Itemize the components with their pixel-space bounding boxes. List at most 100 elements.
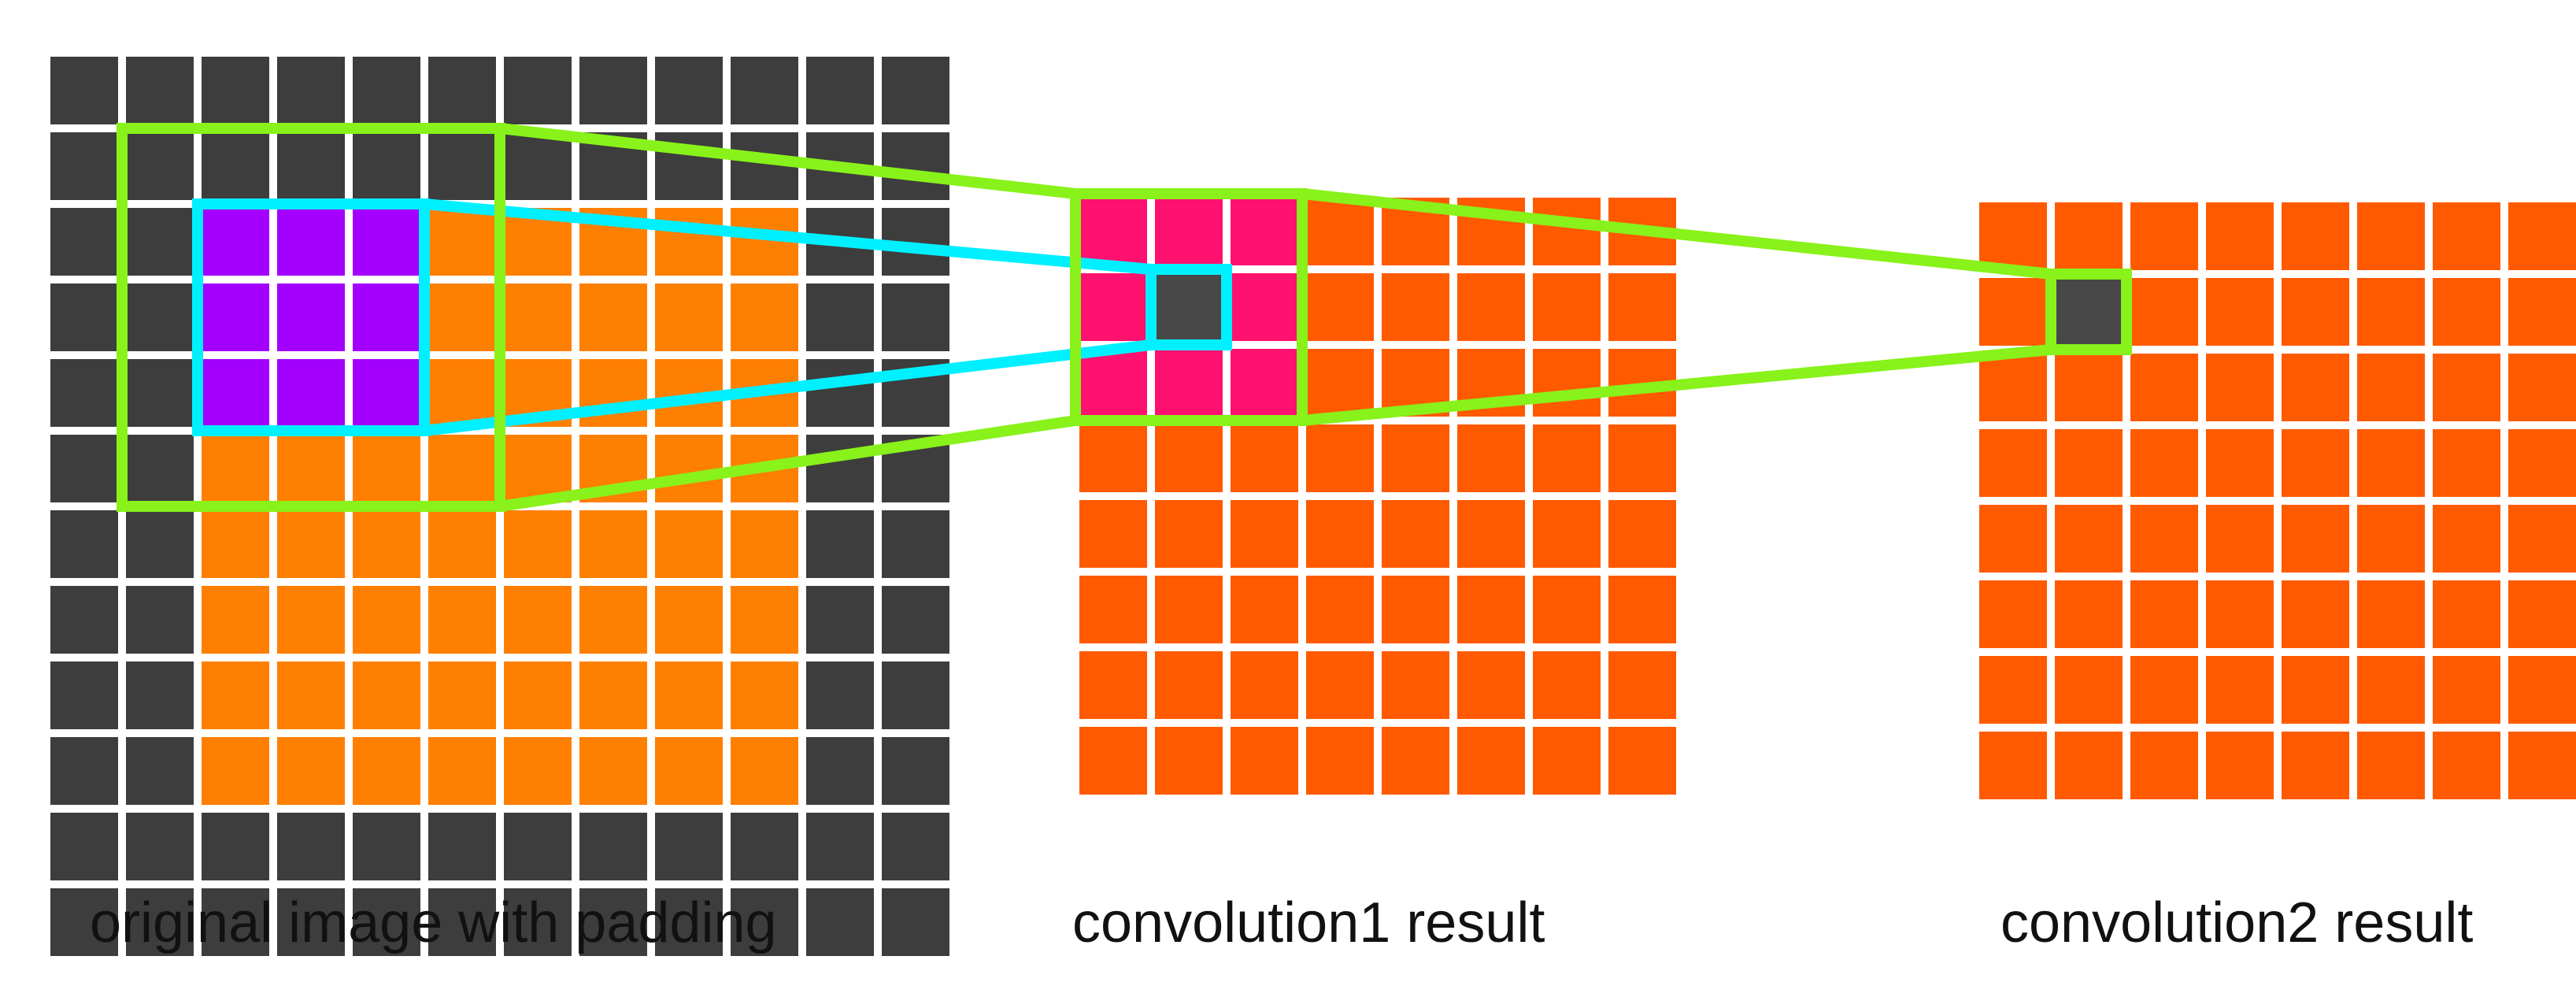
conv1-result-cell: [1306, 424, 1374, 492]
conv2-result-cell: [2357, 732, 2425, 799]
padding-cell: [806, 813, 874, 880]
conv2-result-cell: [2357, 354, 2425, 421]
image-cell: [277, 662, 345, 729]
image-cell: [277, 737, 345, 805]
padding-cell: [277, 888, 345, 956]
conv2-result-cell: [2055, 429, 2123, 497]
padding-cell: [126, 435, 194, 502]
padding-cell: [882, 586, 949, 654]
conv2-result-cell: [2130, 505, 2198, 573]
padding-cell: [202, 888, 269, 956]
conv1-result-cell: [1608, 500, 1676, 568]
image-cell: [579, 586, 647, 654]
image-cell: [277, 586, 345, 654]
image-cell: [655, 737, 723, 805]
conv2-kernel-cell: [1155, 198, 1223, 265]
conv2-kernel-cell: [1155, 349, 1223, 417]
padding-cell: [882, 510, 949, 578]
padding-cell: [50, 510, 118, 578]
conv1-result-cell: [1533, 349, 1601, 417]
conv2-result-cell: [2206, 429, 2274, 497]
image-cell: [579, 284, 647, 351]
padding-cell: [50, 284, 118, 351]
padding-cell: [126, 510, 194, 578]
image-cell: [428, 737, 496, 805]
conv2-result-cell: [2130, 278, 2198, 346]
padding-cell: [579, 57, 647, 124]
conv2-result-cell: [2130, 732, 2198, 799]
conv1-result-cell: [1608, 727, 1676, 795]
conv1-result-cell: [1382, 576, 1449, 643]
conv2-result-cell: [1979, 656, 2047, 724]
conv1-result-cell: [1608, 651, 1676, 719]
image-cell: [202, 586, 269, 654]
conv1-result-cell: [1533, 424, 1601, 492]
padding-cell: [579, 888, 647, 956]
padding-cell: [50, 132, 118, 200]
padding-cell: [504, 132, 572, 200]
conv2-result-cell: [2433, 580, 2500, 648]
conv2-result-cell: [2357, 656, 2425, 724]
conv1-result-cell: [1382, 651, 1449, 719]
padding-cell: [806, 586, 874, 654]
conv2-result-cell: [2433, 429, 2500, 497]
conv2-projection-line: [1301, 344, 2052, 426]
image-cell: [655, 435, 723, 502]
conv2-result-cell: [1979, 354, 2047, 421]
conv1-result-cell: [1306, 349, 1374, 417]
image-cell: [731, 284, 798, 351]
conv2-result-cell: [2357, 202, 2425, 270]
conv1-result-cell: [1079, 424, 1147, 492]
conv1-kernel-outline: [192, 198, 430, 436]
conv2-field-projection-line: [499, 123, 1076, 199]
conv1-result-cell: [1079, 500, 1147, 568]
conv2-output-outline: [2045, 269, 2132, 355]
conv2-result-cell: [2508, 429, 2576, 497]
padding-cell: [806, 888, 874, 956]
conv2-result-cell: [2130, 656, 2198, 724]
image-cell: [655, 284, 723, 351]
conv2-result-cell: [2357, 278, 2425, 346]
original-image-grid: [50, 57, 949, 956]
padding-cell: [50, 813, 118, 880]
image-cell: [428, 359, 496, 427]
conv1-result-cell: [1231, 651, 1298, 719]
conv2-result-cell: [2206, 580, 2274, 648]
conv2-result-cell: [1979, 202, 2047, 270]
convolution2-result-grid: [1979, 202, 2576, 799]
conv1-result-cell: [1382, 500, 1449, 568]
padding-cell: [50, 57, 118, 124]
conv2-result-cell: [2508, 505, 2576, 573]
image-cell: [504, 737, 572, 805]
conv1-result-cell: [1231, 424, 1298, 492]
conv1-result-cell: [1306, 198, 1374, 265]
kernel-cell: [353, 284, 420, 351]
kernel-cell: [353, 208, 420, 276]
padding-cell: [126, 57, 194, 124]
conv1-result-cell: [1533, 727, 1601, 795]
image-cell: [504, 435, 572, 502]
conv1-result-cell: [1608, 424, 1676, 492]
padding-cell: [277, 132, 345, 200]
padding-cell: [202, 813, 269, 880]
conv2-result-cell: [2055, 732, 2123, 799]
padding-cell: [882, 284, 949, 351]
padding-cell: [882, 737, 949, 805]
conv1-result-cell: [1457, 424, 1525, 492]
padding-cell: [806, 510, 874, 578]
padding-cell: [126, 359, 194, 427]
conv2-result-cell: [1979, 732, 2047, 799]
conv2-result-cell: [2282, 202, 2349, 270]
image-cell: [731, 510, 798, 578]
padding-cell: [882, 132, 949, 200]
padding-cell: [806, 435, 874, 502]
image-cell: [428, 435, 496, 502]
conv2-result-cell: [2433, 505, 2500, 573]
padding-cell: [126, 284, 194, 351]
image-cell: [655, 208, 723, 276]
conv2-result-cell: [2206, 732, 2274, 799]
conv1-output-cell: [1155, 273, 1223, 341]
image-cell: [353, 510, 420, 578]
conv1-result-cell: [1382, 424, 1449, 492]
conv1-result-cell: [1306, 651, 1374, 719]
